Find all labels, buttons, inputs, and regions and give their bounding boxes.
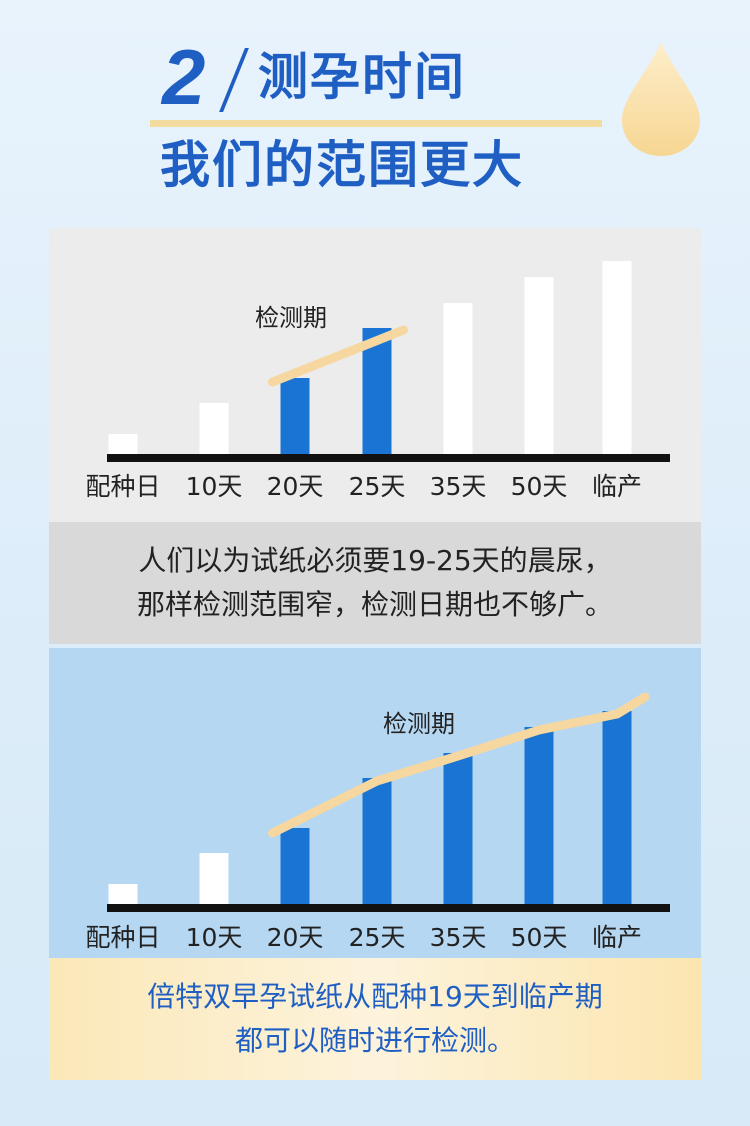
x-axis-line bbox=[107, 904, 670, 912]
bar-5 bbox=[524, 277, 554, 454]
bar-2 bbox=[280, 828, 310, 904]
title-line-1: 测孕时间 bbox=[258, 48, 466, 106]
bar-4 bbox=[443, 753, 473, 904]
caption-before: 人们以为试纸必须要19-25天的晨尿， 那样检测范围窄，检测日期也不够广。 bbox=[49, 522, 701, 644]
bar-6 bbox=[602, 711, 632, 904]
bar-2 bbox=[280, 378, 310, 454]
bar-chart-before: 配种日 10天 20天 25天 35天 50天 临产 检测期 bbox=[85, 261, 670, 501]
detection-period-line bbox=[268, 325, 408, 387]
tick-label-1: 10天 bbox=[186, 923, 243, 952]
bar-3 bbox=[362, 778, 392, 904]
caption-before-line-1: 人们以为试纸必须要19-25天的晨尿， bbox=[138, 544, 612, 577]
chart-panel-after: 配种日 10天 20天 25天 35天 50天 临产 检测期 bbox=[49, 648, 701, 958]
bar-chart-after: 配种日 10天 20天 25天 35天 50天 临产 检测期 bbox=[85, 692, 670, 952]
detection-period-label: 检测期 bbox=[255, 304, 327, 332]
tick-label-2: 20天 bbox=[267, 472, 324, 501]
tick-label-6: 临产 bbox=[592, 923, 642, 952]
tick-label-2: 20天 bbox=[267, 923, 324, 952]
tick-label-0: 配种日 bbox=[85, 472, 160, 501]
bar-1 bbox=[199, 403, 229, 454]
caption-before-line-2: 那样检测范围窄，检测日期也不够广。 bbox=[136, 588, 613, 621]
chart-panel-before: 配种日 10天 20天 25天 35天 50天 临产 检测期 bbox=[49, 228, 701, 522]
tick-label-1: 10天 bbox=[186, 472, 243, 501]
bar-4 bbox=[443, 303, 473, 454]
caption-after: 倍特双早孕试纸从配种19天到临产期 都可以随时进行检测。 bbox=[49, 958, 701, 1080]
tick-label-4: 35天 bbox=[430, 472, 487, 501]
tick-label-4: 35天 bbox=[430, 923, 487, 952]
section-number: 2 bbox=[162, 33, 206, 121]
header: 2 测孕时间 我们的范围更大 bbox=[0, 0, 750, 220]
bar-0 bbox=[108, 434, 138, 454]
title-line-2: 我们的范围更大 bbox=[160, 136, 524, 194]
tick-label-5: 50天 bbox=[511, 923, 568, 952]
tick-label-3: 25天 bbox=[349, 923, 406, 952]
tick-label-0: 配种日 bbox=[85, 923, 160, 952]
slash-divider bbox=[219, 48, 249, 112]
bar-6 bbox=[602, 261, 632, 454]
detection-period-label: 检测期 bbox=[383, 710, 455, 738]
tick-label-6: 临产 bbox=[592, 472, 642, 501]
detection-period-line bbox=[268, 692, 650, 838]
title-underline bbox=[150, 120, 602, 127]
bar-1 bbox=[199, 853, 229, 904]
caption-after-line-1: 倍特双早孕试纸从配种19天到临产期 bbox=[147, 980, 603, 1013]
tick-label-3: 25天 bbox=[349, 472, 406, 501]
bar-0 bbox=[108, 884, 138, 904]
caption-after-line-2: 都可以随时进行检测。 bbox=[234, 1024, 515, 1057]
tick-label-5: 50天 bbox=[511, 472, 568, 501]
bar-5 bbox=[524, 727, 554, 904]
water-drop-icon bbox=[622, 42, 700, 156]
x-axis-line bbox=[107, 454, 670, 462]
